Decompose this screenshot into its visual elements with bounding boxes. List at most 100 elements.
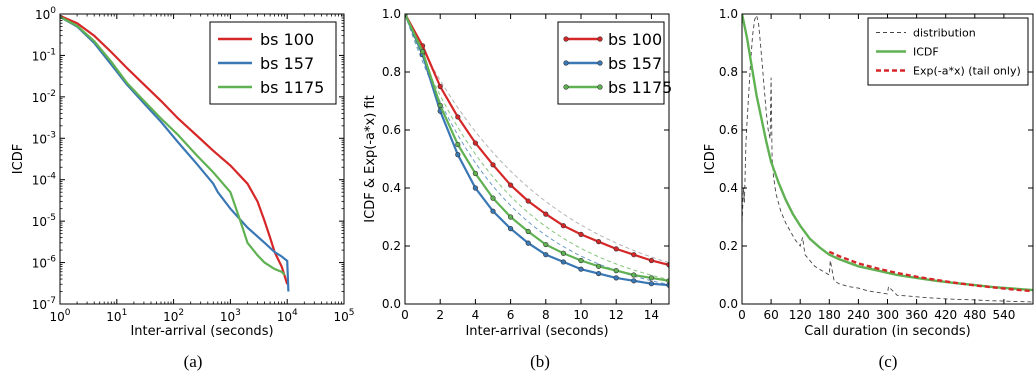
x-tick-label: 100 <box>49 308 70 324</box>
legend-label: Exp(-a*x) (tail only) <box>913 64 1021 77</box>
y-tick-label: 10-1 <box>32 47 56 63</box>
data-point <box>455 152 461 158</box>
plot-frame-b <box>404 13 670 305</box>
x-tick-label: 8 <box>542 308 550 322</box>
y-tick-label: 0.2 <box>719 239 738 253</box>
x-tick-label: 10 <box>573 308 588 322</box>
panel-b: 0 2 4 6 8 10 12 14 0.0 0.2 0.4 0.6 0.8 1.0 Inter-arriv… <box>363 7 672 339</box>
x-tick-label: 540 <box>992 308 1015 322</box>
legend-label: bs 100 <box>608 30 662 49</box>
data-point <box>543 252 549 258</box>
x-tick-label: 180 <box>818 308 841 322</box>
x-tick-label: 420 <box>934 308 957 322</box>
data-point <box>648 281 655 287</box>
data-point <box>666 278 669 284</box>
data-point <box>490 195 496 201</box>
fit-line-bs-157 <box>405 14 669 285</box>
legend-marker <box>597 60 603 66</box>
legend-marker <box>563 60 569 66</box>
y-tick-label: 10-3 <box>32 130 56 146</box>
data-point <box>613 246 619 252</box>
plot-area-a <box>60 14 290 292</box>
legend-label: bs 157 <box>260 54 314 73</box>
legend-label: bs 1175 <box>608 78 672 97</box>
data-point <box>472 140 479 146</box>
data-point <box>560 223 567 229</box>
x-tick-label: 0 <box>401 308 409 322</box>
data-point <box>560 259 567 265</box>
caption-b: (b) <box>530 352 550 371</box>
caption-c: (c) <box>878 352 898 371</box>
data-point <box>472 170 479 177</box>
y-tick-label: 0.6 <box>719 123 738 137</box>
plot-frame-a <box>59 13 345 305</box>
series-line-distribution <box>742 14 1033 303</box>
data-point <box>578 257 584 264</box>
data-point <box>508 182 514 188</box>
x-tick-label: 300 <box>876 308 899 322</box>
x-tick-label: 104 <box>277 308 298 324</box>
x-tick-label: 360 <box>905 308 928 322</box>
legend-c: distribution ICDF Exp(-a*x) (tail only) <box>867 17 1029 86</box>
y-tick-label: 0.2 <box>382 239 401 253</box>
x-tick-label: 0 <box>738 308 746 322</box>
series-line-bs-100 <box>60 14 289 285</box>
data-point <box>525 198 531 204</box>
data-point <box>578 231 584 237</box>
data-point <box>613 275 619 281</box>
series-line-bs-157 <box>405 14 669 287</box>
y-axis-label: ICDF <box>703 144 718 174</box>
y-tick-label: 0.8 <box>719 65 738 79</box>
data-point <box>437 83 443 90</box>
x-tick-label: 102 <box>163 308 184 324</box>
data-point <box>437 102 443 108</box>
series-line-bs-157 <box>60 15 290 292</box>
plot-frame-c <box>741 13 1034 305</box>
y-tick-label: 1.0 <box>382 7 401 21</box>
data-point <box>543 211 549 217</box>
series-line-Exp-a-x-tail-only- <box>828 250 1033 293</box>
x-axis-label: Call duration (in seconds) <box>804 324 971 339</box>
data-point <box>595 263 602 269</box>
x-axis-label: Inter-arrival (seconds) <box>465 324 608 339</box>
y-axis-label: ICDF & Exp(-a*x) fit <box>363 95 378 222</box>
y-tick-label: 0.6 <box>382 123 401 137</box>
x-axis-label: Inter-arrival (seconds) <box>130 324 273 339</box>
y-tick-label: 100 <box>35 6 56 22</box>
fit-line-bs-1175 <box>405 14 669 281</box>
data-point <box>631 272 637 278</box>
x-tick-label: 101 <box>106 308 127 324</box>
x-tick-label: 4 <box>472 308 480 322</box>
legend-b: bs 100 bs 157 bs 1175 <box>557 21 672 105</box>
data-point <box>666 262 669 268</box>
data-point <box>490 162 496 168</box>
legend-label: ICDF <box>913 45 939 58</box>
data-point <box>595 270 602 277</box>
data-point <box>525 240 531 246</box>
x-tick-label: 103 <box>220 308 241 324</box>
panel-a: 100 101 102 103 104 105 10-7 10-6 10-5 10-4 10-3 10… <box>11 6 355 339</box>
data-point <box>648 275 655 281</box>
y-tick-label: 1.0 <box>719 7 738 21</box>
x-tick-label: 2 <box>436 308 444 322</box>
y-tick-label: 10-5 <box>32 213 56 229</box>
x-tick-label: 12 <box>609 308 624 322</box>
legend-marker <box>563 84 569 90</box>
plot-area-b <box>405 14 669 288</box>
data-point <box>420 49 426 55</box>
legend-marker <box>597 36 603 42</box>
data-point <box>455 141 461 148</box>
data-point <box>578 266 584 272</box>
x-tick-label: 14 <box>644 308 659 322</box>
x-tick-label: 6 <box>507 308 515 322</box>
x-tick-label: 480 <box>963 308 986 322</box>
x-tick-label: 60 <box>763 308 778 322</box>
data-point <box>631 252 637 258</box>
fit-line-bs-100 <box>405 14 669 264</box>
y-tick-label: 0.4 <box>719 181 738 195</box>
series-line-bs-100 <box>405 14 669 266</box>
y-tick-label: 10-2 <box>32 89 56 105</box>
data-point <box>490 208 496 214</box>
